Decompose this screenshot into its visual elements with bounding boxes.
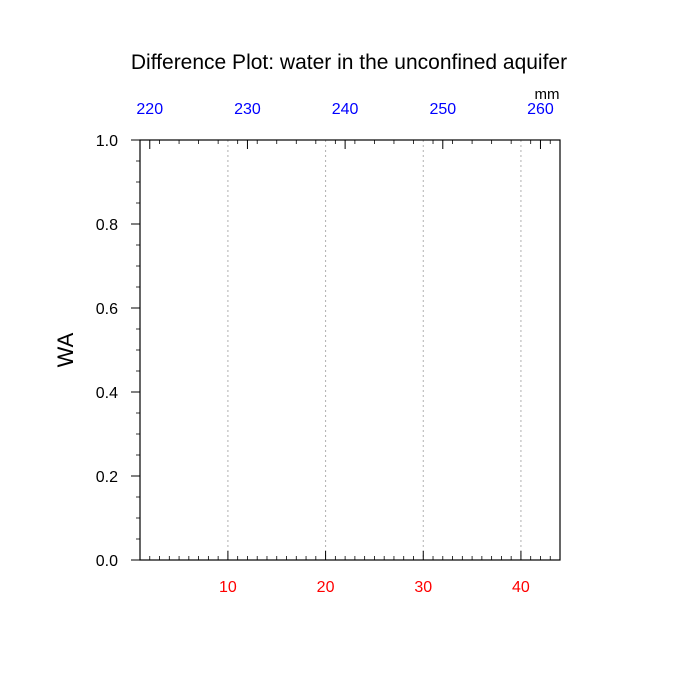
plot-frame <box>139 139 561 561</box>
y-tick-label: 0.4 <box>96 385 118 402</box>
y-tick-label: 0.0 <box>96 553 118 570</box>
x-tick-label: 40 <box>512 579 530 596</box>
top-axis-unit: mm <box>535 86 560 103</box>
y-tick-label: 0.2 <box>96 469 118 486</box>
top-tick-label: 220 <box>136 101 163 118</box>
x-tick-label: 30 <box>414 579 432 596</box>
axis-ticks <box>131 139 561 561</box>
top-tick-label: 240 <box>332 101 359 118</box>
chart-title: Difference Plot: water in the unconfined… <box>131 51 567 74</box>
tick-labels: 10 20 30 40 220 230 240 250 260 0.0 0.2 0.4 0.6 0.8 1.… <box>96 101 554 596</box>
y-tick-label: 0.6 <box>96 301 118 318</box>
x-tick-label: 20 <box>317 579 335 596</box>
top-tick-label: 260 <box>527 101 554 118</box>
x-tick-label: 10 <box>219 579 237 596</box>
gridlines <box>227 140 522 560</box>
y-tick-label: 0.8 <box>96 217 118 234</box>
y-tick-label: 1.0 <box>96 133 118 150</box>
top-tick-label: 250 <box>429 101 456 118</box>
y-axis-label: WA <box>53 332 78 367</box>
top-tick-label: 230 <box>234 101 261 118</box>
